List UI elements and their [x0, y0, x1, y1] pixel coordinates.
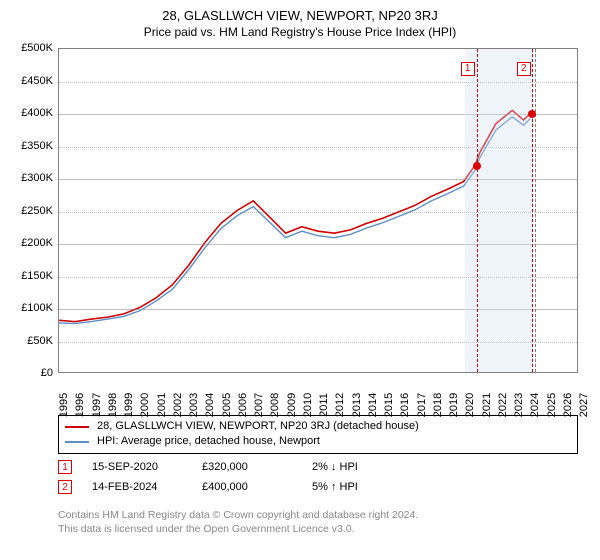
transaction-price: £320,000 [202, 461, 292, 473]
transaction-row: 1 15-SEP-2020 £320,000 2% ↓ HPI [58, 460, 578, 474]
x-tick-label: 2007 [253, 393, 265, 417]
x-tick-label: 1995 [58, 393, 70, 417]
chart-titles: 28, GLASLLWCH VIEW, NEWPORT, NP20 3RJ Pr… [0, 0, 600, 43]
y-tick-label: £200K [21, 237, 53, 249]
copyright-line2: This data is licensed under the Open Gov… [58, 522, 578, 536]
x-tick-label: 1996 [74, 393, 86, 417]
y-tick-label: £150K [21, 270, 53, 282]
chart-subtitle: Price paid vs. HM Land Registry's House … [0, 25, 600, 39]
x-tick-label: 2003 [188, 393, 200, 417]
x-tick-label: 2004 [204, 393, 216, 417]
x-tick-label: 2011 [318, 393, 330, 417]
x-axis-labels: 1995199619971998199920002001200220032004… [58, 377, 578, 409]
legend: 28, GLASLLWCH VIEW, NEWPORT, NP20 3RJ (d… [58, 415, 578, 454]
chart-marker-dot [528, 110, 536, 118]
x-tick-label: 2026 [562, 393, 574, 417]
y-tick-label: £250K [21, 205, 53, 217]
transaction-row: 2 14-FEB-2024 £400,000 5% ↑ HPI [58, 480, 578, 494]
chart-marker-box: 2 [517, 62, 531, 76]
x-tick-label: 2013 [351, 393, 363, 417]
legend-swatch [65, 426, 89, 428]
x-tick-label: 2010 [302, 393, 314, 417]
x-tick-label: 2018 [432, 393, 444, 417]
x-tick-label: 2015 [383, 393, 395, 417]
legend-label: 28, GLASLLWCH VIEW, NEWPORT, NP20 3RJ (d… [97, 419, 419, 434]
x-tick-label: 2008 [269, 393, 281, 417]
x-tick-label: 2002 [172, 393, 184, 417]
transaction-number-box: 2 [58, 480, 72, 494]
x-tick-label: 2027 [578, 393, 590, 417]
chart-marker-dot [473, 162, 481, 170]
transaction-date: 14-FEB-2024 [92, 481, 182, 493]
transaction-delta: 5% ↑ HPI [312, 481, 402, 493]
x-tick-label: 2009 [286, 393, 298, 417]
y-tick-label: £100K [21, 302, 53, 314]
y-tick-label: £50K [27, 335, 53, 347]
legend-swatch [65, 441, 89, 443]
copyright: Contains HM Land Registry data © Crown c… [58, 508, 578, 536]
legend-label: HPI: Average price, detached house, Newp… [97, 434, 320, 449]
x-tick-label: 1999 [123, 393, 135, 417]
x-tick-label: 1998 [107, 393, 119, 417]
y-tick-label: £500K [21, 42, 53, 54]
x-tick-label: 2025 [546, 393, 558, 417]
x-tick-label: 1997 [91, 393, 103, 417]
copyright-line1: Contains HM Land Registry data © Crown c… [58, 508, 578, 522]
x-tick-label: 2020 [464, 393, 476, 417]
x-tick-label: 2000 [139, 393, 151, 417]
x-tick-label: 2024 [529, 393, 541, 417]
x-tick-label: 2005 [221, 393, 233, 417]
y-tick-label: £450K [21, 75, 53, 87]
transactions: 1 15-SEP-2020 £320,000 2% ↓ HPI 2 14-FEB-2024… [58, 460, 578, 500]
x-tick-label: 2006 [237, 393, 249, 417]
x-tick-label: 2014 [367, 393, 379, 417]
transaction-number-box: 1 [58, 460, 72, 474]
y-axis-labels: £0£50K£100K£150K£200K£250K£300K£350K£400… [0, 48, 55, 373]
transaction-date: 15-SEP-2020 [92, 461, 182, 473]
y-tick-label: £350K [21, 140, 53, 152]
transaction-price: £400,000 [202, 481, 292, 493]
x-tick-label: 2022 [497, 393, 509, 417]
y-tick-label: £0 [41, 367, 53, 379]
x-tick-label: 2017 [416, 393, 428, 417]
chart-plot-area: 12 [58, 48, 578, 373]
x-tick-label: 2019 [448, 393, 460, 417]
x-tick-label: 2001 [156, 393, 168, 417]
x-tick-label: 2016 [399, 393, 411, 417]
transaction-delta: 2% ↓ HPI [312, 461, 402, 473]
x-tick-label: 2021 [481, 393, 493, 417]
x-tick-label: 2012 [334, 393, 346, 417]
legend-item: 28, GLASLLWCH VIEW, NEWPORT, NP20 3RJ (d… [65, 419, 571, 434]
y-tick-label: £300K [21, 172, 53, 184]
x-tick-label: 2023 [513, 393, 525, 417]
chart-marker-box: 1 [461, 62, 475, 76]
legend-item: HPI: Average price, detached house, Newp… [65, 434, 571, 449]
chart-title: 28, GLASLLWCH VIEW, NEWPORT, NP20 3RJ [0, 8, 600, 23]
y-tick-label: £400K [21, 107, 53, 119]
